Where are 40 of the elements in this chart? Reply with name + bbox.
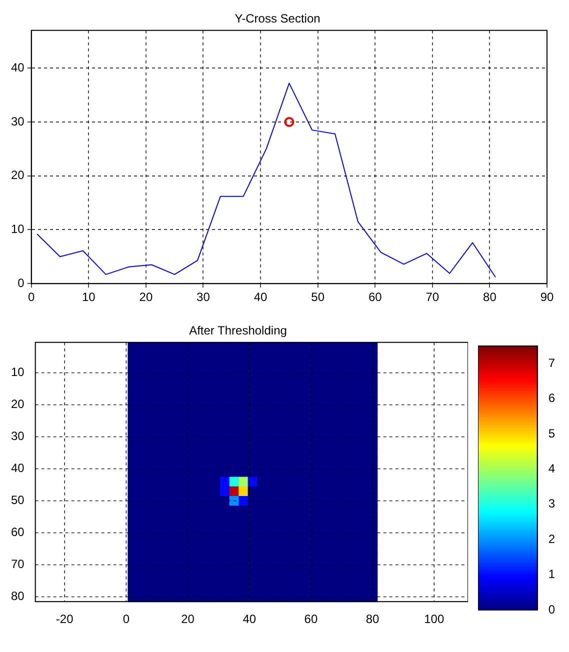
y-tick-label: 20 [10,168,25,182]
x-tick-label: 100 [424,612,444,626]
x-tick-label: -20 [56,612,74,626]
x-tick-label: 10 [82,290,96,304]
color-bar-label: 4 [548,462,556,476]
y-tick-label: 60 [10,525,25,540]
color-bar-label: 7 [548,356,556,370]
y-tick-label: 50 [10,493,25,508]
x-tick-label: 80 [483,290,497,304]
x-tick-label: 30 [196,290,210,304]
x-tick-label: 40 [254,290,268,304]
y-tick-label: 10 [10,365,25,380]
y-tick-label: 80 [10,589,25,604]
y-tick-label: 30 [10,114,25,128]
y-tick-label: 0 [18,276,25,290]
x-tick-label: 0 [122,612,130,626]
color-bar-label: 2 [548,532,556,546]
color-bar-label: 3 [548,496,556,511]
x-tick-label: 20 [139,290,153,304]
chart-title: Y-Cross Section [234,12,320,26]
x-tick-label: 60 [304,612,318,626]
y-tick-label: 40 [10,461,25,476]
x-tick-label: 70 [426,290,440,304]
x-tick-label: 60 [368,290,382,304]
color-bar-label: 5 [548,426,556,440]
x-tick-label: 20 [181,612,195,626]
color-bar-label: 6 [548,391,556,406]
y-tick-label: 10 [10,222,25,236]
color-bar-label: 1 [548,567,556,582]
chart-title: After Thresholding [189,324,287,338]
y-tick-label: 30 [10,429,25,444]
x-tick-label: 50 [311,290,325,304]
x-tick-label: 80 [366,612,380,626]
x-tick-label: 90 [540,290,554,304]
y-tick-label: 70 [10,557,25,572]
x-tick-label: 0 [28,290,36,304]
color-bar-label: 0 [548,602,556,616]
y-tick-label: 40 [10,60,25,74]
y-tick-label: 20 [10,397,25,412]
x-tick-label: 40 [242,612,256,626]
